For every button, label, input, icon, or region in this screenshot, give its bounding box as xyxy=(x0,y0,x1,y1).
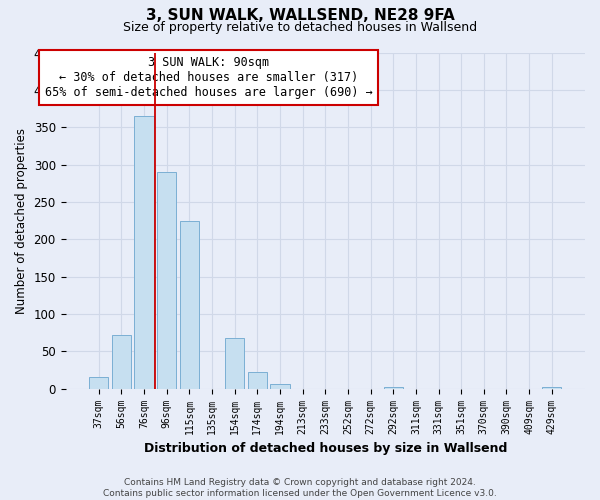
Bar xyxy=(112,335,131,388)
Text: 3, SUN WALK, WALLSEND, NE28 9FA: 3, SUN WALK, WALLSEND, NE28 9FA xyxy=(146,8,454,22)
Bar xyxy=(542,387,562,388)
Bar xyxy=(157,172,176,388)
Bar xyxy=(134,116,154,388)
Bar xyxy=(271,384,290,388)
Text: 3 SUN WALK: 90sqm
← 30% of detached houses are smaller (317)
65% of semi-detache: 3 SUN WALK: 90sqm ← 30% of detached hous… xyxy=(44,56,372,99)
Y-axis label: Number of detached properties: Number of detached properties xyxy=(15,128,28,314)
Bar xyxy=(180,220,199,388)
X-axis label: Distribution of detached houses by size in Wallsend: Distribution of detached houses by size … xyxy=(143,442,507,455)
Bar xyxy=(89,378,109,388)
Bar xyxy=(248,372,267,388)
Bar xyxy=(383,387,403,388)
Text: Contains HM Land Registry data © Crown copyright and database right 2024.
Contai: Contains HM Land Registry data © Crown c… xyxy=(103,478,497,498)
Bar xyxy=(225,338,244,388)
Text: Size of property relative to detached houses in Wallsend: Size of property relative to detached ho… xyxy=(123,21,477,34)
